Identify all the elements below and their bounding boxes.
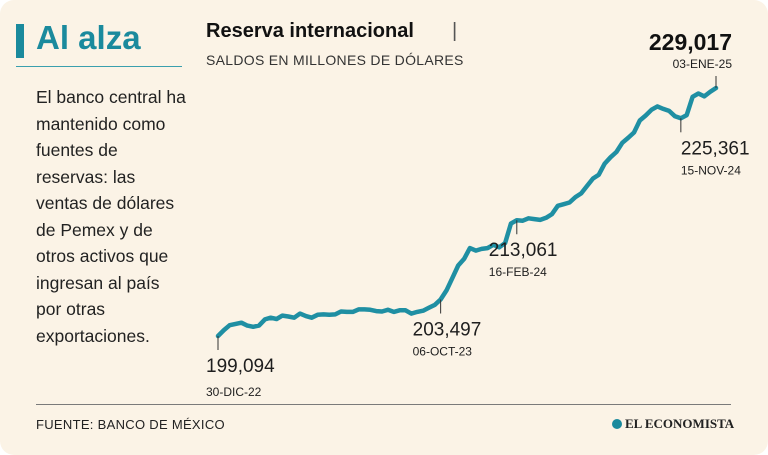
brand-name: EL ECONOMISTA	[625, 416, 735, 431]
series-line	[215, 85, 719, 339]
sidebar-divider	[16, 66, 182, 67]
annotation-value: 229,017	[649, 29, 732, 55]
annotation-value: 203,497	[413, 320, 482, 341]
sidebar-title: Al alza	[36, 19, 141, 56]
brand-logo: EL ECONOMISTA	[612, 416, 734, 432]
annotation-date: 15-NOV-24	[681, 163, 741, 177]
chart-title: Reserva internacional	[206, 20, 414, 42]
chart-title-separator: |	[452, 20, 458, 42]
annotation-date: 06-OCT-23	[413, 345, 473, 359]
accent-bar	[16, 24, 24, 58]
source-note: FUENTE: BANCO DE MÉXICO	[36, 417, 225, 432]
annotation-date: 16-FEB-24	[489, 265, 547, 279]
brand-icon	[612, 419, 622, 429]
footer-divider	[36, 404, 731, 405]
annotation-value: 213,061	[489, 240, 558, 261]
annotation-date: 30-DIC-22	[206, 385, 262, 399]
annotation-value: 225,361	[681, 138, 750, 159]
sidebar-text: El banco central ha mantenido como fuent…	[36, 87, 186, 346]
chart-subtitle: SALDOS EN MILLONES DE DÓLARES	[206, 52, 464, 68]
annotation-value: 199,094	[206, 356, 275, 377]
annotation-date: 03-ENE-25	[673, 57, 733, 71]
